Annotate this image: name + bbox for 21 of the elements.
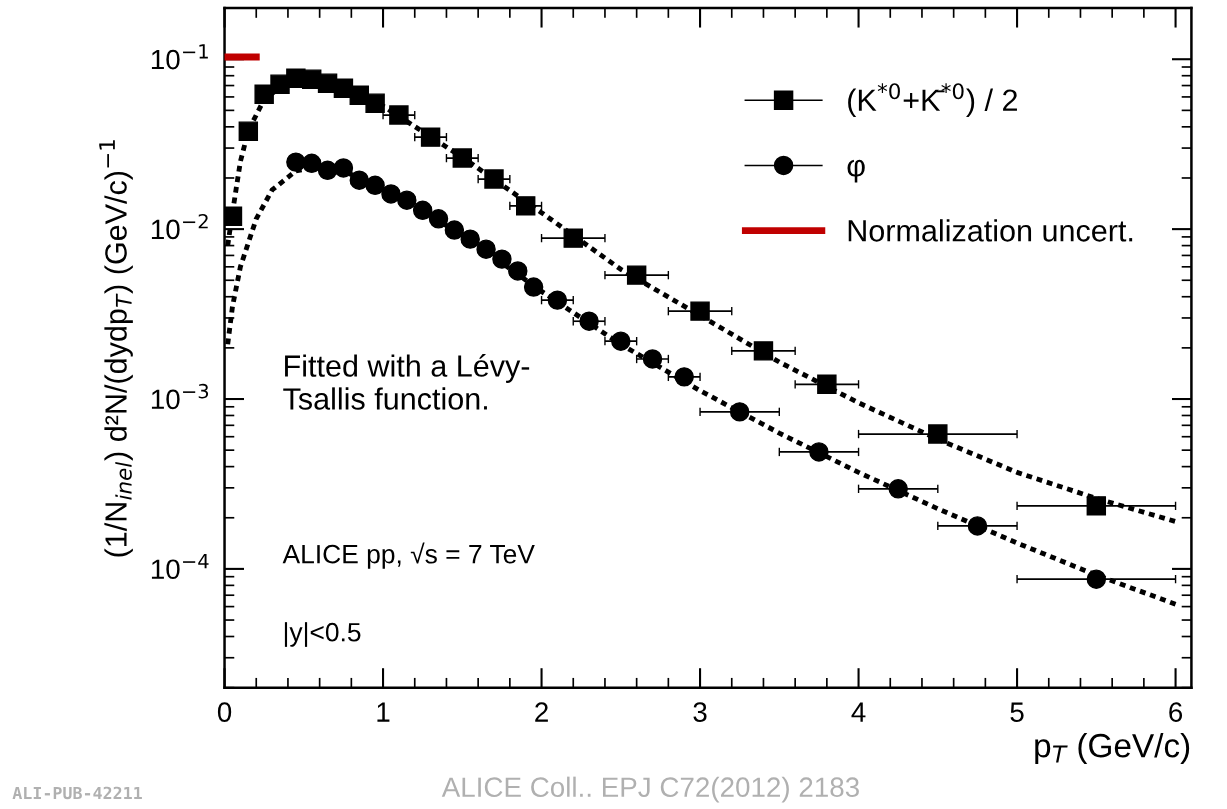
y-axis-title: (1/N$_{inel}$) d²N/(dydp$_{T}$) (GeV/c)$^{−1}$ — [99, 140, 133, 557]
x-axis-title: p$_{T}$ (GeV/c) — [1035, 732, 1190, 765]
legend-label: (K$^{*0}$+K̄$^{*0}$) / 2 — [848, 83, 1017, 118]
text: ALI-PUB-42211 — [12, 786, 142, 800]
legend-label: Normalization uncert. — [848, 219, 1133, 242]
annotation: Fitted with a Lévy- Tsallis function. — [283, 354, 530, 410]
y-tick-label: 10$^{−1}$ — [151, 44, 208, 70]
y-tick-label: 10$^{−2}$ — [151, 213, 208, 240]
x-tick-label: 3 — [693, 702, 707, 722]
x-tick-label: 2 — [535, 702, 548, 722]
x-tick-label: 4 — [851, 702, 866, 722]
y-tick-label: 10$^{−3}$ — [151, 383, 209, 410]
x-tick-label: 6 — [1169, 702, 1183, 722]
x-tick-label: 5 — [1010, 702, 1024, 722]
text: ALICE Coll.. EPJ C72(2012) 2183 — [441, 776, 859, 803]
x-tick-label: 0 — [217, 702, 232, 722]
x-tick-label: 1 — [377, 702, 390, 722]
y-tick-label: 10$^{−4}$ — [151, 553, 209, 580]
legend-label: φ — [847, 159, 865, 183]
annotation: ALICE pp, √s = 7 TeV — [282, 542, 535, 569]
annotation: |y|<0.5 — [284, 622, 361, 647]
